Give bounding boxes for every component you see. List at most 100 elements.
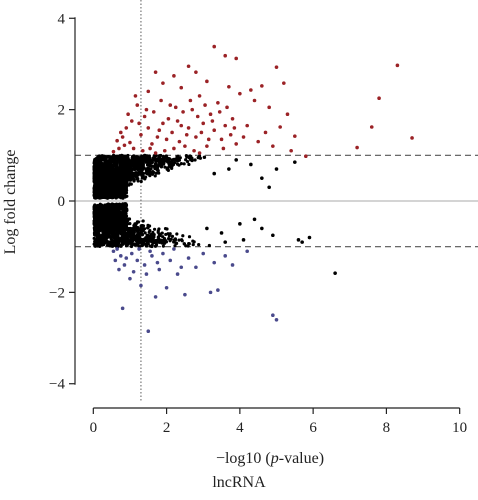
up-point (115, 138, 119, 143)
axes (69, 17, 461, 414)
up-point (137, 121, 141, 126)
up-point (355, 145, 359, 150)
ns-cloud-point (92, 231, 97, 235)
up-point (201, 121, 206, 126)
ns-cloud-point (111, 211, 115, 215)
ns-cloud-point (104, 235, 108, 239)
up-point (139, 132, 143, 137)
ns-cloud-point (166, 168, 170, 173)
down-point (122, 263, 127, 267)
up-point (203, 103, 207, 107)
ns-cloud-point (156, 157, 160, 161)
down-point (128, 276, 132, 281)
up-point (217, 110, 222, 114)
ns-cloud-point (132, 158, 136, 163)
up-point (197, 151, 202, 155)
figure-caption: lncRNA (212, 474, 266, 491)
ns-cloud-point (101, 222, 106, 226)
ns-cloud-point (93, 185, 98, 189)
ns-cloud-point (127, 177, 131, 181)
ns-point (223, 240, 228, 244)
ns-cloud-point (130, 232, 134, 236)
ns-cloud-point (150, 164, 155, 168)
up-point (186, 64, 191, 69)
ns-cloud-point (96, 235, 100, 239)
ns-cloud-point (118, 239, 123, 243)
up-point (157, 128, 162, 132)
ns-cloud-point (139, 158, 143, 162)
ns-cloud-point (123, 194, 128, 198)
down-point (157, 267, 162, 272)
ns-cloud-point (114, 210, 118, 214)
ns-cloud-point (112, 180, 116, 184)
up-point (144, 107, 149, 112)
ns-cloud-point (106, 193, 110, 197)
up-point (377, 96, 381, 101)
ns-cloud-point (143, 237, 148, 241)
up-point (285, 112, 290, 117)
ns-cloud-point (126, 238, 130, 242)
ns-cloud-point (99, 236, 103, 240)
ns-point (260, 176, 264, 180)
up-point (199, 130, 204, 135)
ns-cloud-point (136, 233, 141, 237)
ns-cloud-point (109, 242, 114, 246)
ns-point (260, 226, 264, 231)
ns-cloud-point (94, 205, 98, 209)
ns-cloud-point (114, 185, 118, 189)
up-point (124, 126, 129, 130)
up-point (194, 70, 198, 74)
down-point (175, 272, 180, 276)
down-point (129, 251, 134, 256)
ns-cloud-point (104, 181, 108, 185)
ns-cloud-point (136, 170, 141, 175)
y-tick-label: 0 (58, 194, 66, 210)
up-point (256, 139, 260, 144)
ns-cloud-point (170, 234, 175, 238)
ns-cloud-point (177, 238, 181, 242)
ns-cloud-point (175, 232, 179, 236)
up-point (192, 148, 196, 153)
up-point (282, 81, 286, 85)
ns-cloud-point (122, 214, 127, 218)
up-point (216, 100, 220, 105)
ns-cloud-point (139, 229, 143, 233)
ns-cloud-point (115, 181, 119, 185)
ns-cloud-point (111, 164, 115, 168)
up-point (151, 110, 156, 114)
ns-cloud-point (126, 153, 130, 158)
down-point (118, 254, 123, 258)
down-point (137, 247, 141, 251)
ns-cloud-point (140, 233, 145, 237)
ns-cloud-point (191, 243, 195, 247)
ns-cloud-point (119, 190, 123, 195)
x-axis-title-suffix: -value) (279, 450, 324, 467)
ns-cloud-point (186, 244, 190, 248)
ns-cloud-point (141, 163, 145, 167)
ns-cloud-point (106, 174, 110, 178)
ns-point (300, 240, 304, 244)
up-point (234, 142, 238, 146)
down-point (183, 292, 187, 297)
ns-cloud-point (107, 181, 112, 185)
ns-cloud-point (184, 244, 188, 248)
ns-cloud-point (147, 224, 152, 228)
x-tick-label: 8 (383, 420, 391, 436)
ns-cloud-point (139, 155, 144, 159)
up-point (168, 103, 173, 107)
ns-cloud-point (142, 241, 146, 245)
up-point (190, 107, 195, 112)
ns-cloud-point (117, 206, 121, 210)
ns-cloud-point (202, 155, 206, 159)
ns-cloud-point (155, 166, 160, 170)
ns-point (234, 158, 238, 162)
ns-cloud-point (96, 155, 100, 159)
up-point (274, 65, 279, 69)
ns-cloud-point (139, 179, 143, 184)
up-point (153, 151, 158, 155)
ns-cloud-point (130, 242, 134, 246)
ns-cloud-point (92, 227, 97, 232)
ns-cloud-point (187, 235, 192, 239)
ns-cloud-point (118, 180, 122, 184)
